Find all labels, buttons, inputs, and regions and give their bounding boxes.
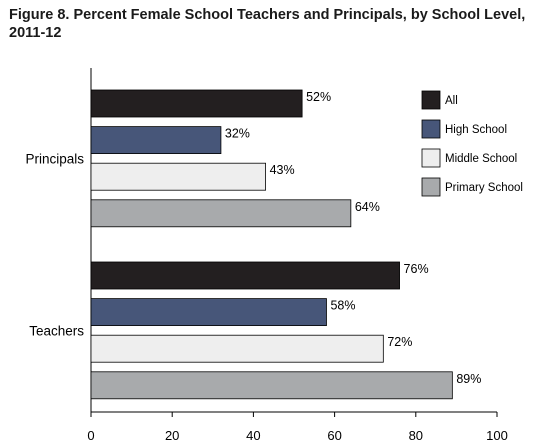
data-label: 64% (355, 200, 380, 214)
data-label: 52% (306, 90, 331, 104)
legend-label: All (445, 95, 458, 107)
data-label: 43% (270, 163, 295, 177)
bar-high-school-teachers (90, 298, 327, 327)
bar-middle-school-teachers (90, 334, 384, 363)
bar-all-teachers (90, 261, 400, 290)
legend-swatch-high-school (421, 119, 441, 139)
x-tick-label: 100 (486, 428, 508, 443)
legend-label: High School (445, 124, 507, 136)
category-label: Principals (25, 151, 84, 166)
legend-label: Primary School (445, 182, 523, 194)
bar-primary-school-principals (90, 199, 352, 228)
legend-swatch-all (421, 90, 441, 110)
bar-all-principals (90, 89, 303, 118)
category-label: Teachers (29, 323, 84, 338)
x-tick-label: 60 (327, 428, 341, 443)
x-tick-label: 0 (87, 428, 94, 443)
data-label: 58% (330, 299, 355, 313)
bar-primary-school-teachers (90, 371, 453, 400)
legend-swatch-primary-school (421, 177, 441, 197)
data-label: 89% (456, 372, 481, 386)
x-tick-label: 80 (409, 428, 423, 443)
data-label: 76% (404, 262, 429, 276)
bar-high-school-principals (90, 126, 222, 154)
x-tick-label: 40 (246, 428, 260, 443)
legend-label: Middle School (445, 153, 517, 165)
x-tick-label: 20 (165, 428, 179, 443)
legend-swatch-middle-school (421, 148, 441, 168)
chart-title: Figure 8. Percent Female School Teachers… (9, 7, 526, 41)
data-label: 32% (225, 127, 250, 141)
data-label: 72% (387, 335, 412, 349)
bar-middle-school-principals (90, 162, 266, 191)
